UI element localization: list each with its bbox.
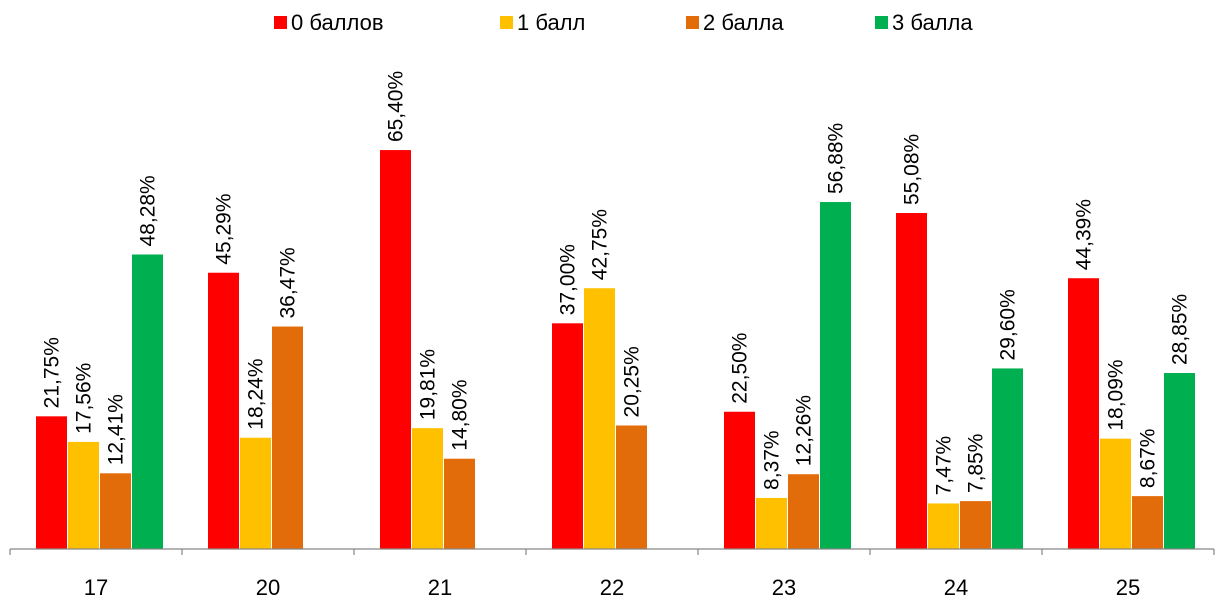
x-tick-label: 21: [428, 575, 452, 600]
legend-label: 1 балл: [517, 10, 585, 35]
data-label: 42,75%: [589, 209, 612, 280]
legend-label: 3 балла: [892, 10, 973, 35]
bar: [928, 503, 959, 549]
legend-item: 2 балла: [686, 10, 784, 35]
legend-item: 1 балл: [500, 10, 585, 35]
data-label: 18,24%: [245, 359, 268, 430]
legend-label: 2 балла: [703, 10, 784, 35]
data-label: 37,00%: [557, 244, 580, 315]
x-tick-label: 22: [600, 575, 624, 600]
data-label: 8,37%: [761, 430, 784, 490]
x-tick-label: 24: [944, 575, 968, 600]
bar: [1132, 496, 1163, 549]
data-label: 12,26%: [793, 395, 816, 466]
x-tick-label: 17: [84, 575, 108, 600]
legend: 0 баллов 1 балл 2 балла 3 балла: [274, 10, 973, 35]
data-label: 22,50%: [729, 333, 752, 404]
legend-swatch: [274, 16, 287, 29]
bar: [272, 326, 303, 549]
bar: [896, 213, 927, 549]
legend-item: 3 балла: [875, 10, 973, 35]
legend-swatch: [500, 16, 513, 29]
x-tick-label: 20: [256, 575, 280, 600]
data-label: 19,81%: [417, 349, 440, 420]
value-labels-layer: 21,75% 17,56% 12,41% 48,28% 45,29% 18,24% 36,4…: [41, 71, 1192, 496]
x-tick-label: 25: [1116, 575, 1140, 600]
x-axis: 17 20 21 22 23 24 25: [9, 548, 1215, 600]
bar: [552, 323, 583, 549]
data-label: 55,08%: [901, 134, 924, 205]
bar: [380, 150, 411, 549]
bar: [100, 473, 131, 549]
bar: [208, 272, 239, 549]
data-label: 36,47%: [277, 247, 300, 318]
data-label: 7,85%: [965, 434, 988, 494]
data-label: 8,67%: [1137, 429, 1160, 489]
bar: [36, 416, 67, 549]
bar: [1100, 438, 1131, 549]
bar: [788, 474, 819, 549]
bar: [1068, 278, 1099, 549]
bar: [412, 428, 443, 549]
bar: [444, 458, 475, 549]
bar: [992, 368, 1023, 549]
data-label: 65,40%: [385, 71, 408, 142]
data-label: 20,25%: [621, 346, 644, 417]
data-label: 21,75%: [41, 337, 64, 408]
bar: [616, 425, 647, 549]
bar: [68, 441, 99, 549]
bar: [756, 497, 787, 549]
bar: [584, 288, 615, 549]
data-label: 44,39%: [1073, 199, 1096, 270]
data-label: 28,85%: [1169, 294, 1192, 365]
data-label: 14,80%: [449, 379, 472, 450]
bar: [132, 254, 163, 549]
x-tick-label: 23: [772, 575, 796, 600]
bars-layer: [36, 150, 1195, 550]
legend-swatch: [875, 16, 888, 29]
bar: [820, 202, 851, 550]
data-label: 18,09%: [1105, 359, 1128, 430]
data-label: 29,60%: [997, 289, 1020, 360]
bar: [1164, 373, 1195, 549]
data-label: 17,56%: [73, 363, 96, 434]
data-label: 12,41%: [105, 394, 128, 465]
data-label: 45,29%: [213, 193, 236, 264]
bar: [960, 501, 991, 549]
data-label: 48,28%: [137, 175, 160, 246]
legend-label: 0 баллов: [291, 10, 384, 35]
data-label: 7,47%: [933, 436, 956, 496]
legend-swatch: [686, 16, 699, 29]
bar: [240, 437, 271, 549]
bar: [724, 411, 755, 549]
data-label: 56,88%: [825, 123, 848, 194]
legend-item: 0 баллов: [274, 10, 384, 35]
